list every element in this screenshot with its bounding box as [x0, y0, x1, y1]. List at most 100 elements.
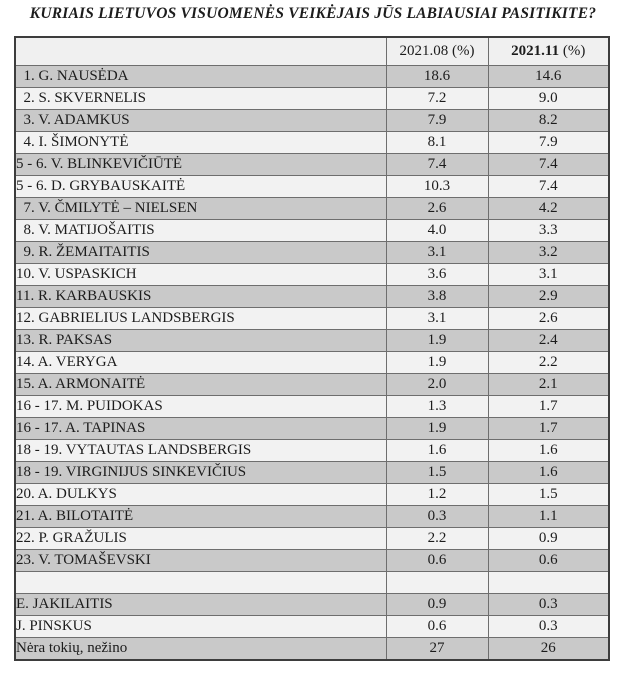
- table-row: 2. S. SKVERNELIS 7.2 9.0: [14, 87, 610, 110]
- table-row: 22. P. GRAŽULIS 2.2 0.9: [14, 527, 610, 550]
- value-aug-cell: 1.3: [385, 395, 489, 418]
- table-row: J. PINSKUS 0.6 0.3: [14, 615, 610, 638]
- table-row: [14, 571, 610, 594]
- value-aug-cell: 2.0: [385, 373, 489, 396]
- value-aug-cell: 0.9: [385, 593, 489, 616]
- table-row: 13. R. PAKSAS 1.9 2.4: [14, 329, 610, 352]
- name-cell: E. JAKILAITIS: [14, 593, 387, 616]
- header-nov-unit: (%): [559, 43, 586, 59]
- name-cell: 13. R. PAKSAS: [14, 329, 387, 352]
- header-nov-label: 2021.11: [511, 43, 560, 59]
- table-row: 14. A. VERYGA 1.9 2.2: [14, 351, 610, 374]
- value-nov-cell: 3.2: [487, 241, 610, 264]
- table-row: 11. R. KARBAUSKIS 3.8 2.9: [14, 285, 610, 308]
- table-row: 10. V. USPASKICH 3.6 3.1: [14, 263, 610, 286]
- value-aug-cell: 1.6: [385, 439, 489, 462]
- page-title: KURIAIS LIETUVOS VISUOMENĖS VEIKĖJAIS JŪ…: [29, 5, 597, 22]
- name-cell: Nėra tokių, nežino: [14, 637, 387, 661]
- header-cell-nov: 2021.11 (%): [487, 36, 610, 66]
- value-nov-cell: 0.6: [487, 549, 610, 572]
- table-row: 7. V. ČMILYTĖ – NIELSEN 2.6 4.2: [14, 197, 610, 220]
- value-aug-cell: 7.2: [385, 87, 489, 110]
- name-cell: [14, 571, 387, 594]
- table-row: E. JAKILAITIS 0.9 0.3: [14, 593, 610, 616]
- header-row: 2021.08 (%) 2021.11 (%): [14, 36, 610, 66]
- name-cell: 18 - 19. VYTAUTAS LANDSBERGIS: [14, 439, 387, 462]
- header-aug-label: 2021.08 (%): [399, 43, 475, 59]
- value-nov-cell: 1.7: [487, 395, 610, 418]
- value-aug-cell: [385, 571, 489, 594]
- value-aug-cell: 4.0: [385, 219, 489, 242]
- value-nov-cell: 0.9: [487, 527, 610, 550]
- table-row: 5 - 6. V. BLINKEVIČIŪTĖ 7.4 7.4: [14, 153, 610, 176]
- value-nov-cell: 2.1: [487, 373, 610, 396]
- value-aug-cell: 2.2: [385, 527, 489, 550]
- name-cell: 23. V. TOMAŠEVSKI: [14, 549, 387, 572]
- value-nov-cell: 0.3: [487, 615, 610, 638]
- header-cell-aug: 2021.08 (%): [385, 36, 489, 66]
- name-cell: 4. I. ŠIMONYTĖ: [14, 131, 387, 154]
- value-nov-cell: 1.1: [487, 505, 610, 528]
- value-aug-cell: 1.9: [385, 329, 489, 352]
- results-table: 2021.08 (%) 2021.11 (%) 1. G. NAUSĖDA 18.…: [14, 36, 610, 661]
- name-cell: 1. G. NAUSĖDA: [14, 65, 387, 88]
- name-cell: 12. GABRIELIUS LANDSBERGIS: [14, 307, 387, 330]
- value-nov-cell: 1.7: [487, 417, 610, 440]
- value-nov-cell: 2.4: [487, 329, 610, 352]
- name-cell: 5 - 6. D. GRYBAUSKAITĖ: [14, 175, 387, 198]
- value-nov-cell: 2.2: [487, 351, 610, 374]
- name-cell: J. PINSKUS: [14, 615, 387, 638]
- value-aug-cell: 7.9: [385, 109, 489, 132]
- value-nov-cell: 1.6: [487, 461, 610, 484]
- value-aug-cell: 1.9: [385, 417, 489, 440]
- name-cell: 15. A. ARMONAITĖ: [14, 373, 387, 396]
- name-cell: 7. V. ČMILYTĖ – NIELSEN: [14, 197, 387, 220]
- value-nov-cell: 2.9: [487, 285, 610, 308]
- value-nov-cell: 8.2: [487, 109, 610, 132]
- name-cell: 22. P. GRAŽULIS: [14, 527, 387, 550]
- table-row: 16 - 17. A. TAPINAS 1.9 1.7: [14, 417, 610, 440]
- table-row: 18 - 19. VIRGINIJUS SINKEVIČIUS 1.5 1.6: [14, 461, 610, 484]
- table-body: 1. G. NAUSĖDA 18.6 14.6 2. S. SKVERNELIS 7.…: [14, 65, 610, 661]
- value-aug-cell: 10.3: [385, 175, 489, 198]
- table-row: 12. GABRIELIUS LANDSBERGIS 3.1 2.6: [14, 307, 610, 330]
- table-row: 8. V. MATIJOŠAITIS 4.0 3.3: [14, 219, 610, 242]
- value-nov-cell: 7.4: [487, 175, 610, 198]
- table-row: 9. R. ŽEMAITAITIS 3.1 3.2: [14, 241, 610, 264]
- name-cell: 16 - 17. A. TAPINAS: [14, 417, 387, 440]
- value-aug-cell: 3.8: [385, 285, 489, 308]
- value-aug-cell: 27: [385, 637, 489, 661]
- name-cell: 18 - 19. VIRGINIJUS SINKEVIČIUS: [14, 461, 387, 484]
- name-cell: 8. V. MATIJOŠAITIS: [14, 219, 387, 242]
- table-row: 18 - 19. VYTAUTAS LANDSBERGIS 1.6 1.6: [14, 439, 610, 462]
- name-cell: 2. S. SKVERNELIS: [14, 87, 387, 110]
- value-aug-cell: 18.6: [385, 65, 489, 88]
- document-page: { "title": "KURIAIS LIETUVOS VISUOMENĖS …: [0, 5, 626, 686]
- table-row: 20. A. DULKYS 1.2 1.5: [14, 483, 610, 506]
- value-aug-cell: 7.4: [385, 153, 489, 176]
- value-nov-cell: 9.0: [487, 87, 610, 110]
- table-row: 5 - 6. D. GRYBAUSKAITĖ 10.3 7.4: [14, 175, 610, 198]
- table-header: 2021.08 (%) 2021.11 (%): [14, 36, 610, 66]
- value-nov-cell: 0.3: [487, 593, 610, 616]
- name-cell: 3. V. ADAMKUS: [14, 109, 387, 132]
- table-row: 16 - 17. M. PUIDOKAS 1.3 1.7: [14, 395, 610, 418]
- value-nov-cell: 3.1: [487, 263, 610, 286]
- value-aug-cell: 3.1: [385, 241, 489, 264]
- name-cell: 14. A. VERYGA: [14, 351, 387, 374]
- table-row: 3. V. ADAMKUS 7.9 8.2: [14, 109, 610, 132]
- table-row: 21. A. BILOTAITĖ 0.3 1.1: [14, 505, 610, 528]
- value-nov-cell: 1.6: [487, 439, 610, 462]
- name-cell: 11. R. KARBAUSKIS: [14, 285, 387, 308]
- table-row: 1. G. NAUSĖDA 18.6 14.6: [14, 65, 610, 88]
- value-aug-cell: 3.6: [385, 263, 489, 286]
- header-cell-name: [14, 36, 387, 66]
- value-nov-cell: 14.6: [487, 65, 610, 88]
- name-cell: 21. A. BILOTAITĖ: [14, 505, 387, 528]
- name-cell: 10. V. USPASKICH: [14, 263, 387, 286]
- value-aug-cell: 2.6: [385, 197, 489, 220]
- value-aug-cell: 0.3: [385, 505, 489, 528]
- name-cell: 5 - 6. V. BLINKEVIČIŪTĖ: [14, 153, 387, 176]
- value-aug-cell: 0.6: [385, 615, 489, 638]
- value-nov-cell: 7.9: [487, 131, 610, 154]
